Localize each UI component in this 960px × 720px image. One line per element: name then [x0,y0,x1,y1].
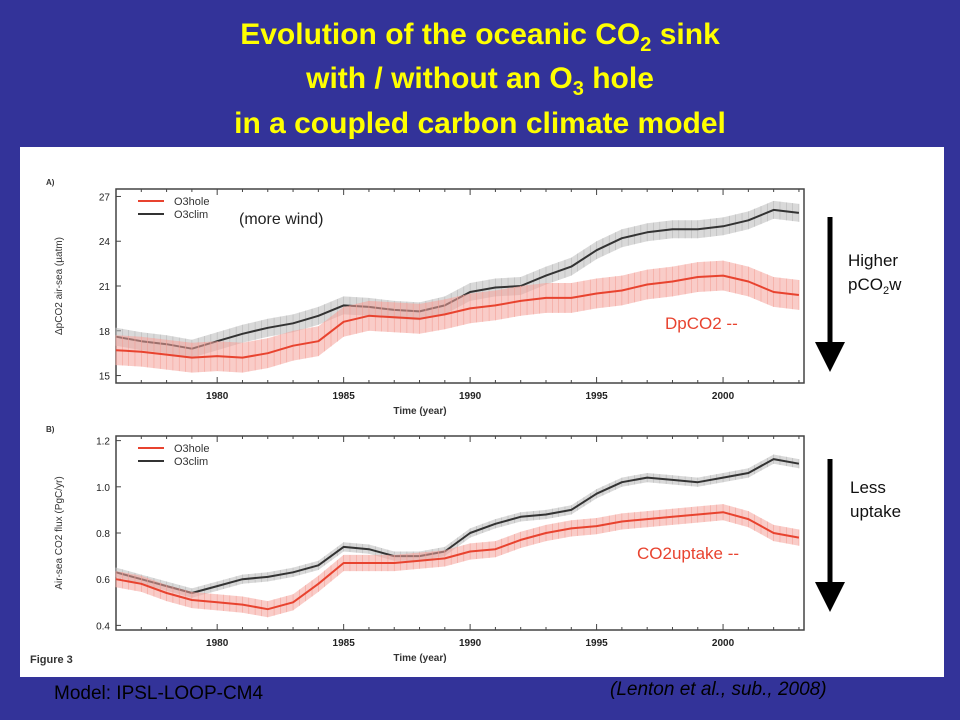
arrow-label-pco2w: pCO2w [848,275,902,297]
legend-label: O3hole [174,196,209,208]
y-tick-label: 24 [99,237,111,248]
y-tick-label: 27 [99,192,111,203]
figure-panel: A) 15 18 21 24 27 1980 1985 1990 1995 2000 Time (ye… [20,147,944,677]
arrow-label-part: w [888,275,902,294]
series-annotation: CO2uptake -- [637,544,739,563]
model-label: Model: IPSL-LOOP-CM4 [54,683,264,704]
y-tick-label: 1.2 [96,437,110,448]
x-tick-label: 1980 [206,638,229,649]
y-tick-label: 0.8 [96,529,110,540]
slide-title-line-2: with / without an O3 hole [0,59,960,102]
legend-label: O3hole [174,443,209,455]
title-text: hole [583,62,654,95]
uncertainty-band-o3clim [116,454,799,598]
y-tick-label: 0.4 [96,621,110,632]
arrow-label-higher: Higher [848,251,898,270]
series-line-o3hole [115,274,800,359]
legend-label: O3clim [174,209,208,221]
title-subscript: 3 [572,78,584,100]
x-tick-label: 2000 [712,391,735,402]
slide-title-line-1: Evolution of the oceanic CO2 sink [0,15,960,58]
series-line-o3hole [115,511,800,611]
title-subscript: 2 [640,34,652,56]
x-tick-label: 1985 [333,638,356,649]
series-annotation: DpCO2 -- [665,314,738,333]
annotations: (more wind) Higher pCO2w Less uptake [239,211,902,612]
chart-a-dpco2: A) 15 18 21 24 27 1980 1985 1990 1995 2000 Time (ye… [46,178,805,417]
legend-label: O3clim [174,456,208,468]
panel-label: A) [46,178,55,187]
x-axis-label: Time (year) [393,406,446,417]
arrow-label-subscript: 2 [883,285,889,297]
y-tick-label: 21 [99,282,111,293]
figure-caption: Figure 3 [30,654,73,666]
title-text: sink [651,18,720,51]
x-tick-label: 1990 [459,638,482,649]
x-tick-label: 1995 [585,391,608,402]
x-axis-label: Time (year) [393,653,446,664]
y-tick-label: 18 [99,327,111,338]
x-tick-label: 2000 [712,638,735,649]
figure-svg: A) 15 18 21 24 27 1980 1985 1990 1995 2000 Time (ye… [30,178,902,666]
y-tick-label: 1.0 [96,483,110,494]
citation: (Lenton et al., sub., 2008) [610,679,827,700]
y-axis-label: Air-sea CO2 flux (PgC/yr) [54,476,65,589]
y-axis-label: ΔpCO2 air-sea (µatm) [54,237,65,335]
panel-label: B) [46,425,55,434]
arrow-label-uptake: uptake [850,502,901,521]
y-tick-label: 15 [99,372,111,383]
title-text: with / without an O [306,62,573,95]
x-tick-label: 1980 [206,391,229,402]
x-tick-label: 1985 [333,391,356,402]
x-tick-label: 1995 [585,638,608,649]
chart-b-co2-flux: B) 0.4 0.6 0.8 1.0 1.2 1980 1985 1990 1995 2000 Tim… [46,425,805,664]
arrow-label-less: Less [850,478,886,497]
y-tick-label: 0.6 [96,575,110,586]
x-tick-label: 1990 [459,391,482,402]
arrow-label-part: pCO [848,275,883,294]
title-text: Evolution of the oceanic CO [240,18,641,51]
more-wind-label: (more wind) [239,211,323,228]
series-line-o3clim [115,458,800,594]
slide-title-line-3: in a coupled carbon climate model [234,107,726,140]
